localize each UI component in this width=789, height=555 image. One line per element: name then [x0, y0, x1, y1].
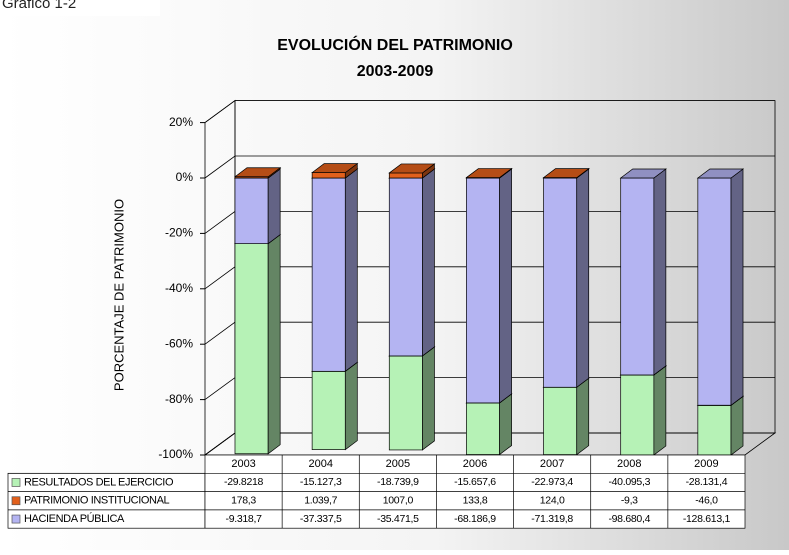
table-value: -35.471,5 [377, 513, 419, 525]
legend-swatch [12, 515, 20, 523]
y-tick-label: 20% [169, 115, 193, 129]
bar-segment [389, 173, 422, 178]
bar-segment-side [577, 378, 589, 454]
table-value: -9,3 [621, 495, 638, 507]
table-value: -71.319,8 [531, 513, 573, 525]
x-tick-label: 2008 [617, 458, 641, 470]
y-axis-label: PORCENTAJE DE PATRIMONIO [111, 199, 126, 391]
table-value: -29.8218 [224, 476, 264, 488]
x-tick-label: 2004 [308, 458, 332, 470]
table-value: -46,0 [695, 495, 718, 507]
bar-segment-side [345, 362, 357, 449]
bar-segment [312, 173, 345, 178]
legend-label: HACIENDA PÚBLICA [24, 512, 125, 525]
x-tick-label: 2009 [694, 458, 718, 470]
table-value: -128.613,1 [683, 513, 731, 525]
table-value: -18.739,9 [377, 476, 419, 488]
bar-segment-side [422, 347, 434, 450]
table-value: -22.973,4 [531, 476, 573, 488]
legend-label: PATRIMONIO INSTITUCIONAL [24, 495, 170, 507]
table-value: -28.131,4 [686, 476, 728, 488]
table-value: 133,8 [463, 495, 488, 507]
legend-swatch [12, 478, 20, 486]
table-value: -40.095,3 [608, 476, 650, 488]
chart-title: EVOLUCIÓN DEL PATRIMONIO [277, 35, 513, 54]
table-value: 178,3 [231, 495, 256, 507]
table-value: -15.127,3 [300, 476, 342, 488]
bar-segment [235, 244, 268, 454]
bar-segment [235, 178, 268, 244]
bar-segment-side [422, 169, 434, 356]
bar-segment [466, 178, 499, 403]
bar-segment [389, 356, 422, 450]
bar-segment-side [268, 169, 280, 244]
y-tick-label: 0% [176, 170, 194, 184]
table-value: -15.657,6 [454, 476, 496, 488]
y-tick-label: -100% [158, 447, 193, 461]
bar-segment-side [731, 169, 743, 405]
bar-segment [312, 371, 345, 449]
x-tick-label: 2005 [386, 458, 410, 470]
x-tick-label: 2006 [463, 458, 487, 470]
table-value: 1.039,7 [304, 495, 337, 507]
bar-segment [544, 178, 577, 387]
x-tick-label: 2007 [540, 458, 564, 470]
bar-segment-side [731, 396, 743, 455]
table-value: -37.337,5 [300, 513, 342, 525]
bar-segment-side [654, 366, 666, 455]
y-tick-label: -60% [165, 336, 193, 350]
bar-segment [544, 387, 577, 454]
x-tick-label: 2003 [231, 458, 255, 470]
bar-segment [698, 405, 731, 455]
bar-segment [312, 178, 345, 371]
bar-segment [621, 375, 654, 455]
bar-segment [621, 178, 654, 375]
caption: Gráfico 1-2 [2, 0, 76, 12]
bar-segment [389, 178, 422, 356]
table-value: -68.186,9 [454, 513, 496, 525]
y-tick-label: -80% [165, 392, 193, 406]
table-value: -98.680,4 [608, 513, 650, 525]
bar-segment-side [268, 235, 280, 454]
table-value: -9.318,7 [226, 513, 263, 525]
bar-segment-side [500, 394, 512, 455]
legend-label: RESULTADOS DEL EJERCICIO [24, 476, 174, 488]
bar-segment-side [654, 169, 666, 375]
bar-segment-side [500, 169, 512, 403]
table-value: 124,0 [540, 495, 565, 507]
y-tick-label: -40% [165, 281, 193, 295]
bar-segment [466, 403, 499, 455]
chart-subtitle: 2003-2009 [357, 63, 434, 80]
y-tick-label: -20% [165, 226, 193, 240]
bar-segment [698, 178, 731, 405]
bar-segment-side [577, 169, 589, 387]
table-value: 1007,0 [383, 495, 414, 507]
legend-swatch [12, 497, 20, 505]
bar-segment-side [345, 169, 357, 371]
